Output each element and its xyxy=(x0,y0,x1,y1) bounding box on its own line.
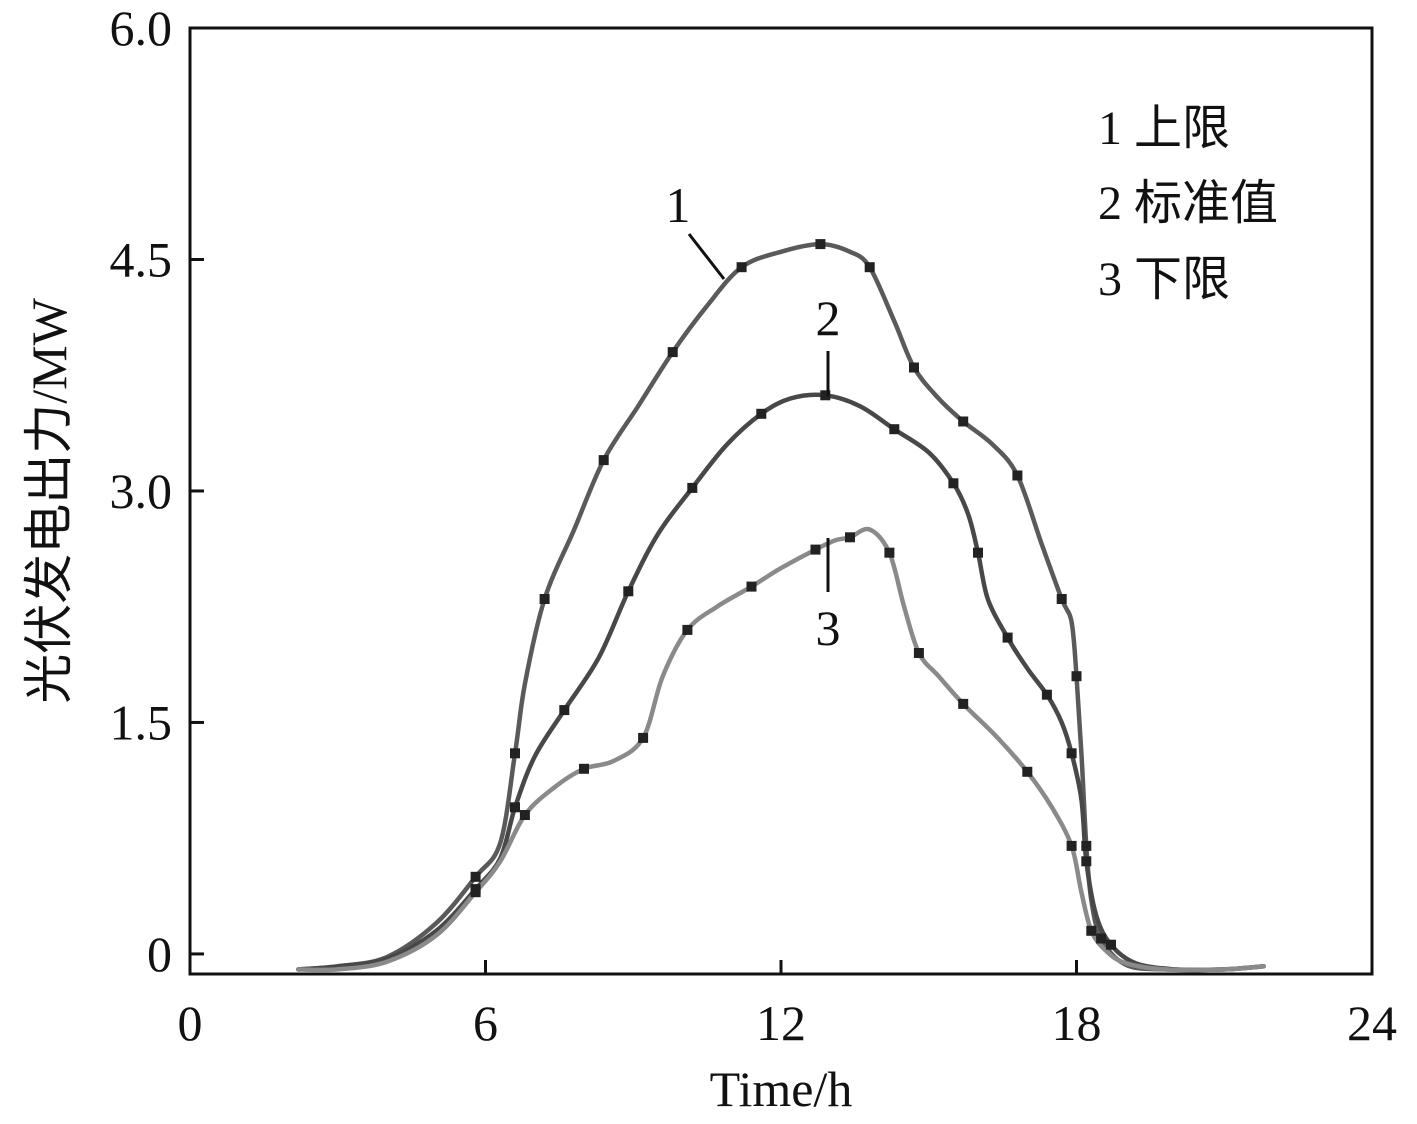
series-3-point xyxy=(913,648,924,658)
series-1-point xyxy=(1012,470,1023,481)
legend-item-2: 2 标准值 xyxy=(1098,177,1278,230)
series-1-point xyxy=(470,871,481,882)
y-tick-label: 6.0 xyxy=(110,0,173,56)
series-2-point xyxy=(510,802,520,813)
x-tick-label: 24 xyxy=(1347,995,1397,1051)
series-2-point xyxy=(973,547,983,558)
series-1-point xyxy=(736,262,747,273)
series-3-point xyxy=(746,581,757,592)
series-3-point xyxy=(579,763,589,774)
curve-label-1: 1 xyxy=(666,177,691,233)
series-2-point xyxy=(623,586,634,597)
series-1-point xyxy=(864,262,875,273)
y-tick-label: 4.5 xyxy=(110,231,173,287)
series-2-point xyxy=(756,408,767,419)
series-1-point xyxy=(1056,594,1067,604)
curve-label-3: 3 xyxy=(816,600,841,656)
series-2-point xyxy=(1041,689,1052,700)
curves-layer xyxy=(296,241,1266,973)
series-3-point xyxy=(1066,840,1077,851)
series-2-point xyxy=(1081,856,1092,867)
series-2-point xyxy=(889,424,900,435)
series-3-point xyxy=(1022,766,1033,777)
legend: 1 上限 2 标准值 3 下限 xyxy=(1098,102,1278,306)
legend-item-3: 3 下限 xyxy=(1098,253,1230,306)
series-1-point xyxy=(1096,933,1107,944)
series-3-point xyxy=(682,624,693,635)
series-2-point xyxy=(1066,748,1077,759)
series-2-point xyxy=(687,482,698,493)
x-tick-label: 18 xyxy=(1052,995,1102,1051)
series-1-point xyxy=(510,748,520,759)
markers-layer xyxy=(470,239,1116,950)
y-tick-label: 0 xyxy=(147,926,172,982)
curve-label-2: 2 xyxy=(816,290,841,346)
x-axis-title: Time/h xyxy=(710,1061,853,1117)
series-2-point xyxy=(559,705,570,716)
series-1-point xyxy=(958,416,969,427)
series-1-point xyxy=(909,362,919,373)
curve-leader-1 xyxy=(687,233,726,280)
series-2-point xyxy=(820,390,831,401)
curve-annotations: 1 2 3 xyxy=(666,177,841,656)
series-1-point xyxy=(1071,671,1082,682)
y-axis-title: 光伏发电出力/MW xyxy=(21,297,77,703)
series-1-point xyxy=(1081,840,1092,851)
series-3-point xyxy=(638,732,649,743)
series-3-point xyxy=(810,544,821,555)
series-3-point xyxy=(470,887,481,898)
plot-frame xyxy=(188,26,1374,976)
series-2-point xyxy=(948,478,959,489)
series-2-point xyxy=(1002,632,1013,643)
series-3-point xyxy=(845,532,855,543)
y-tick-label: 3.0 xyxy=(110,463,173,519)
series-3-point xyxy=(519,810,530,820)
legend-item-1: 1 上限 xyxy=(1098,102,1230,155)
series-3-point xyxy=(958,698,969,709)
series-line-2 xyxy=(296,392,1266,973)
series-line-3 xyxy=(296,526,1266,973)
series-1-point xyxy=(667,347,678,358)
series-3-point xyxy=(884,547,895,558)
series-1-point xyxy=(539,594,550,604)
x-tick-label: 6 xyxy=(473,995,498,1051)
series-2-point xyxy=(1106,939,1116,950)
x-tick-label: 0 xyxy=(178,995,203,1051)
series-3-point xyxy=(1086,925,1097,936)
y-tick-label: 1.5 xyxy=(110,694,173,750)
x-tick-label: 12 xyxy=(756,995,806,1051)
series-1-point xyxy=(815,239,826,250)
series-1-point xyxy=(598,455,609,466)
series-line-1 xyxy=(296,241,1266,973)
